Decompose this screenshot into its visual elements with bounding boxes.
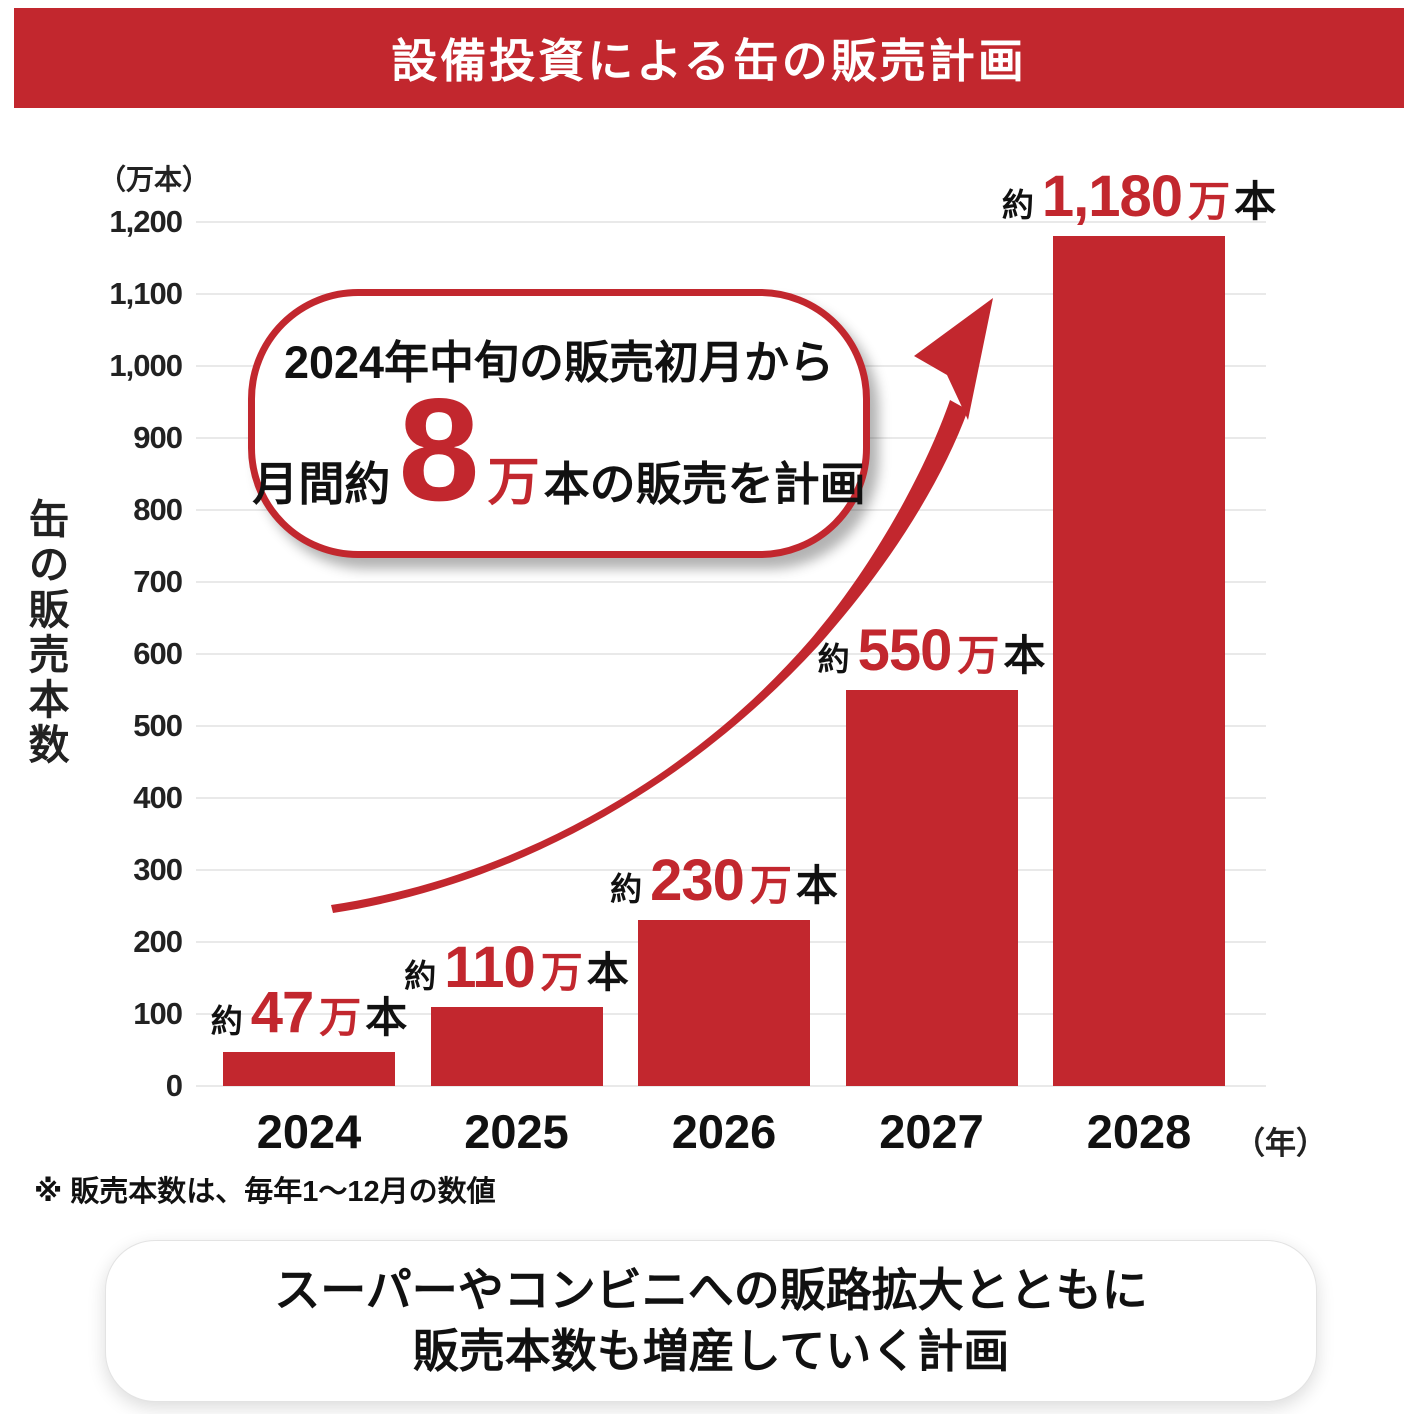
bar-value-num: 550 bbox=[857, 618, 953, 683]
bar-2028 bbox=[1053, 236, 1225, 1086]
bar-2026 bbox=[638, 920, 810, 1086]
bar-2025 bbox=[430, 1007, 603, 1086]
bar-value-label: 約 230 万本 bbox=[610, 852, 838, 910]
bar-value-approx: 約 bbox=[210, 1003, 243, 1039]
gridline bbox=[196, 221, 1266, 223]
y-axis-title: 缶の販売本数 bbox=[22, 498, 68, 768]
bar-value-num: 110 bbox=[444, 935, 536, 1000]
y-tick-label: 1,200 bbox=[109, 204, 183, 239]
x-axis-unit-label: （年） bbox=[1234, 1126, 1327, 1161]
growth-arrow-head bbox=[914, 298, 993, 420]
y-tick-label: 300 bbox=[133, 852, 183, 887]
bottom-note-line1: スーパーやコンビニへの販路拡大とともに bbox=[274, 1264, 1148, 1317]
bar-value-num: 230 bbox=[650, 848, 745, 913]
bar-value-approx: 約 bbox=[610, 871, 643, 907]
bar-value-label: 約 550 万本 bbox=[818, 622, 1046, 680]
bar-value-hon: 本 bbox=[365, 994, 408, 1041]
bar-value-label: 約 1,180 万本 bbox=[1002, 168, 1276, 226]
bar-value-label: 約 110 万本 bbox=[404, 939, 629, 997]
x-tick-label-2027: 2027 bbox=[879, 1105, 984, 1158]
bar-value-hon: 本 bbox=[1003, 632, 1046, 679]
y-tick-label: 600 bbox=[133, 636, 183, 671]
y-tick-label: 400 bbox=[133, 780, 183, 815]
callout-suffix: 本の販売を計画 bbox=[543, 458, 866, 510]
callout-line2: 月間約 8 万 本の販売を計画 bbox=[252, 368, 866, 531]
y-tick-label: 700 bbox=[133, 564, 183, 599]
bottom-note-line2: 販売本数も増産していく計画 bbox=[412, 1325, 1010, 1377]
y-tick-label: 100 bbox=[133, 996, 183, 1031]
y-tick-label: 500 bbox=[133, 708, 183, 743]
footnote: ※ 販売本数は、毎年1〜12月の数値 bbox=[34, 1176, 496, 1208]
bar-value-approx: 約 bbox=[817, 641, 850, 677]
bar-value-approx: 約 bbox=[404, 958, 437, 994]
y-tick-label: 200 bbox=[133, 924, 183, 959]
bar-value-approx: 約 bbox=[1001, 187, 1034, 223]
callout-number: 8 bbox=[398, 368, 480, 531]
bar-value-label: 約 47 万本 bbox=[211, 984, 408, 1042]
y-tick-label: 1,100 bbox=[109, 276, 183, 311]
title-banner: 設備投資による缶の販売計画 bbox=[14, 8, 1404, 108]
callout-bubble: 2024年中旬の販売初月から 月間約 8 万 本の販売を計画 bbox=[248, 289, 870, 558]
y-tick-label: 0 bbox=[165, 1068, 183, 1103]
y-axis-unit-label: （万本） bbox=[98, 164, 211, 195]
x-tick-label-2028: 2028 bbox=[1086, 1105, 1192, 1158]
bottom-note-box: スーパーやコンビニへの販路拡大とともに 販売本数も増産していく計画 bbox=[105, 1240, 1317, 1402]
bar-value-man: 万 bbox=[957, 632, 1000, 679]
bar-value-hon: 本 bbox=[1234, 178, 1277, 225]
y-tick-label: 1,000 bbox=[109, 348, 183, 383]
x-tick-label-2025: 2025 bbox=[464, 1105, 569, 1158]
y-tick-label: 900 bbox=[133, 420, 183, 455]
bar-value-num: 47 bbox=[250, 980, 315, 1045]
callout-line1: 2024年中旬の販売初月から bbox=[283, 337, 835, 388]
gridline bbox=[196, 1085, 1266, 1087]
callout-prefix: 月間約 bbox=[252, 458, 391, 510]
bar-value-hon: 本 bbox=[586, 949, 629, 996]
bar-2027 bbox=[845, 690, 1018, 1086]
bar-2024 bbox=[223, 1052, 395, 1086]
y-tick-label: 800 bbox=[133, 492, 183, 527]
page-title: 設備投資による缶の販売計画 bbox=[391, 35, 1027, 87]
x-tick-label-2026: 2026 bbox=[671, 1105, 777, 1158]
bar-value-man: 万 bbox=[540, 949, 583, 996]
callout-unit-man: 万 bbox=[487, 454, 540, 512]
x-tick-label-2024: 2024 bbox=[256, 1105, 362, 1158]
bar-value-man: 万 bbox=[749, 862, 792, 909]
bar-value-man: 万 bbox=[1188, 178, 1231, 225]
bar-value-hon: 本 bbox=[795, 862, 838, 909]
bar-value-num: 1,180 bbox=[1041, 164, 1183, 229]
bar-value-man: 万 bbox=[319, 994, 362, 1041]
